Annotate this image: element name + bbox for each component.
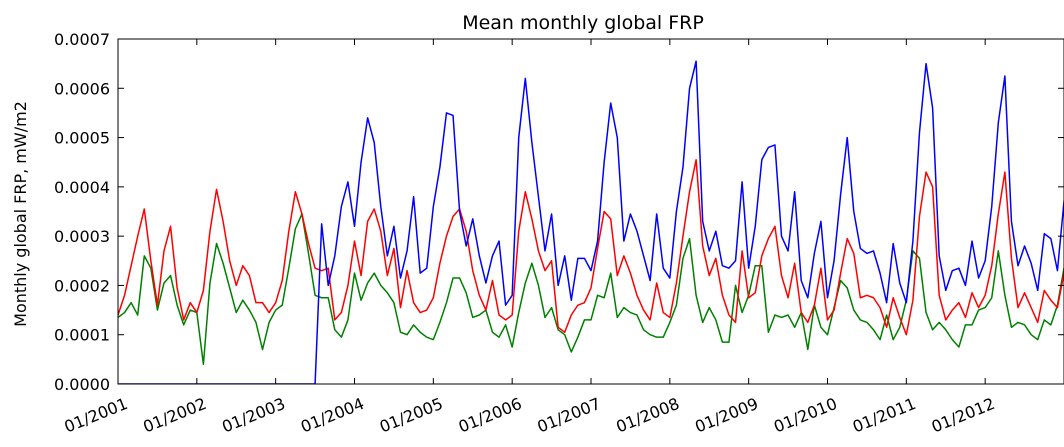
- y-tick-label: 0.0000: [54, 375, 110, 394]
- y-tick-label: 0.0002: [54, 276, 110, 295]
- x-tick-label: 01/2004: [298, 394, 367, 437]
- y-ticks: 0.0000 0.0001 0.0002 0.0003 0.0004 0.0005 0.00…: [54, 30, 1064, 394]
- x-ticks: 01/2001 01/2002 01/2003 01/2004 01/2005 01/20…: [62, 39, 998, 437]
- y-tick-label: 0.0006: [54, 79, 110, 98]
- x-tick-label: 01/2012: [929, 394, 998, 437]
- x-tick-label: 01/2001: [62, 394, 131, 437]
- x-tick-label: 01/2005: [377, 394, 446, 437]
- y-tick-label: 0.0001: [54, 326, 110, 345]
- y-tick-label: 0.0003: [54, 227, 110, 246]
- series-line-3: [118, 213, 1064, 366]
- series-layer: [118, 60, 1064, 384]
- series-line-1: [118, 60, 1064, 384]
- x-tick-label: 01/2002: [140, 394, 209, 437]
- chart-title: Mean monthly global FRP: [462, 12, 704, 34]
- plot-frame: [117, 38, 1064, 385]
- y-axis-label: Monthly global FRP, mW/m2: [11, 101, 30, 327]
- x-tick-label: 01/2006: [456, 394, 525, 437]
- x-tick-label: 01/2007: [535, 394, 604, 437]
- x-tick-label: 01/2011: [850, 394, 919, 437]
- y-tick-label: 0.0005: [54, 129, 110, 148]
- y-tick-label: 0.0007: [54, 30, 110, 49]
- x-tick-label: 01/2008: [613, 394, 682, 437]
- x-tick-label: 01/2010: [771, 394, 840, 437]
- y-tick-label: 0.0004: [54, 178, 110, 197]
- series-line-2: [118, 159, 1064, 336]
- x-tick-label: 01/2009: [692, 394, 761, 437]
- x-tick-label: 01/2003: [219, 394, 288, 437]
